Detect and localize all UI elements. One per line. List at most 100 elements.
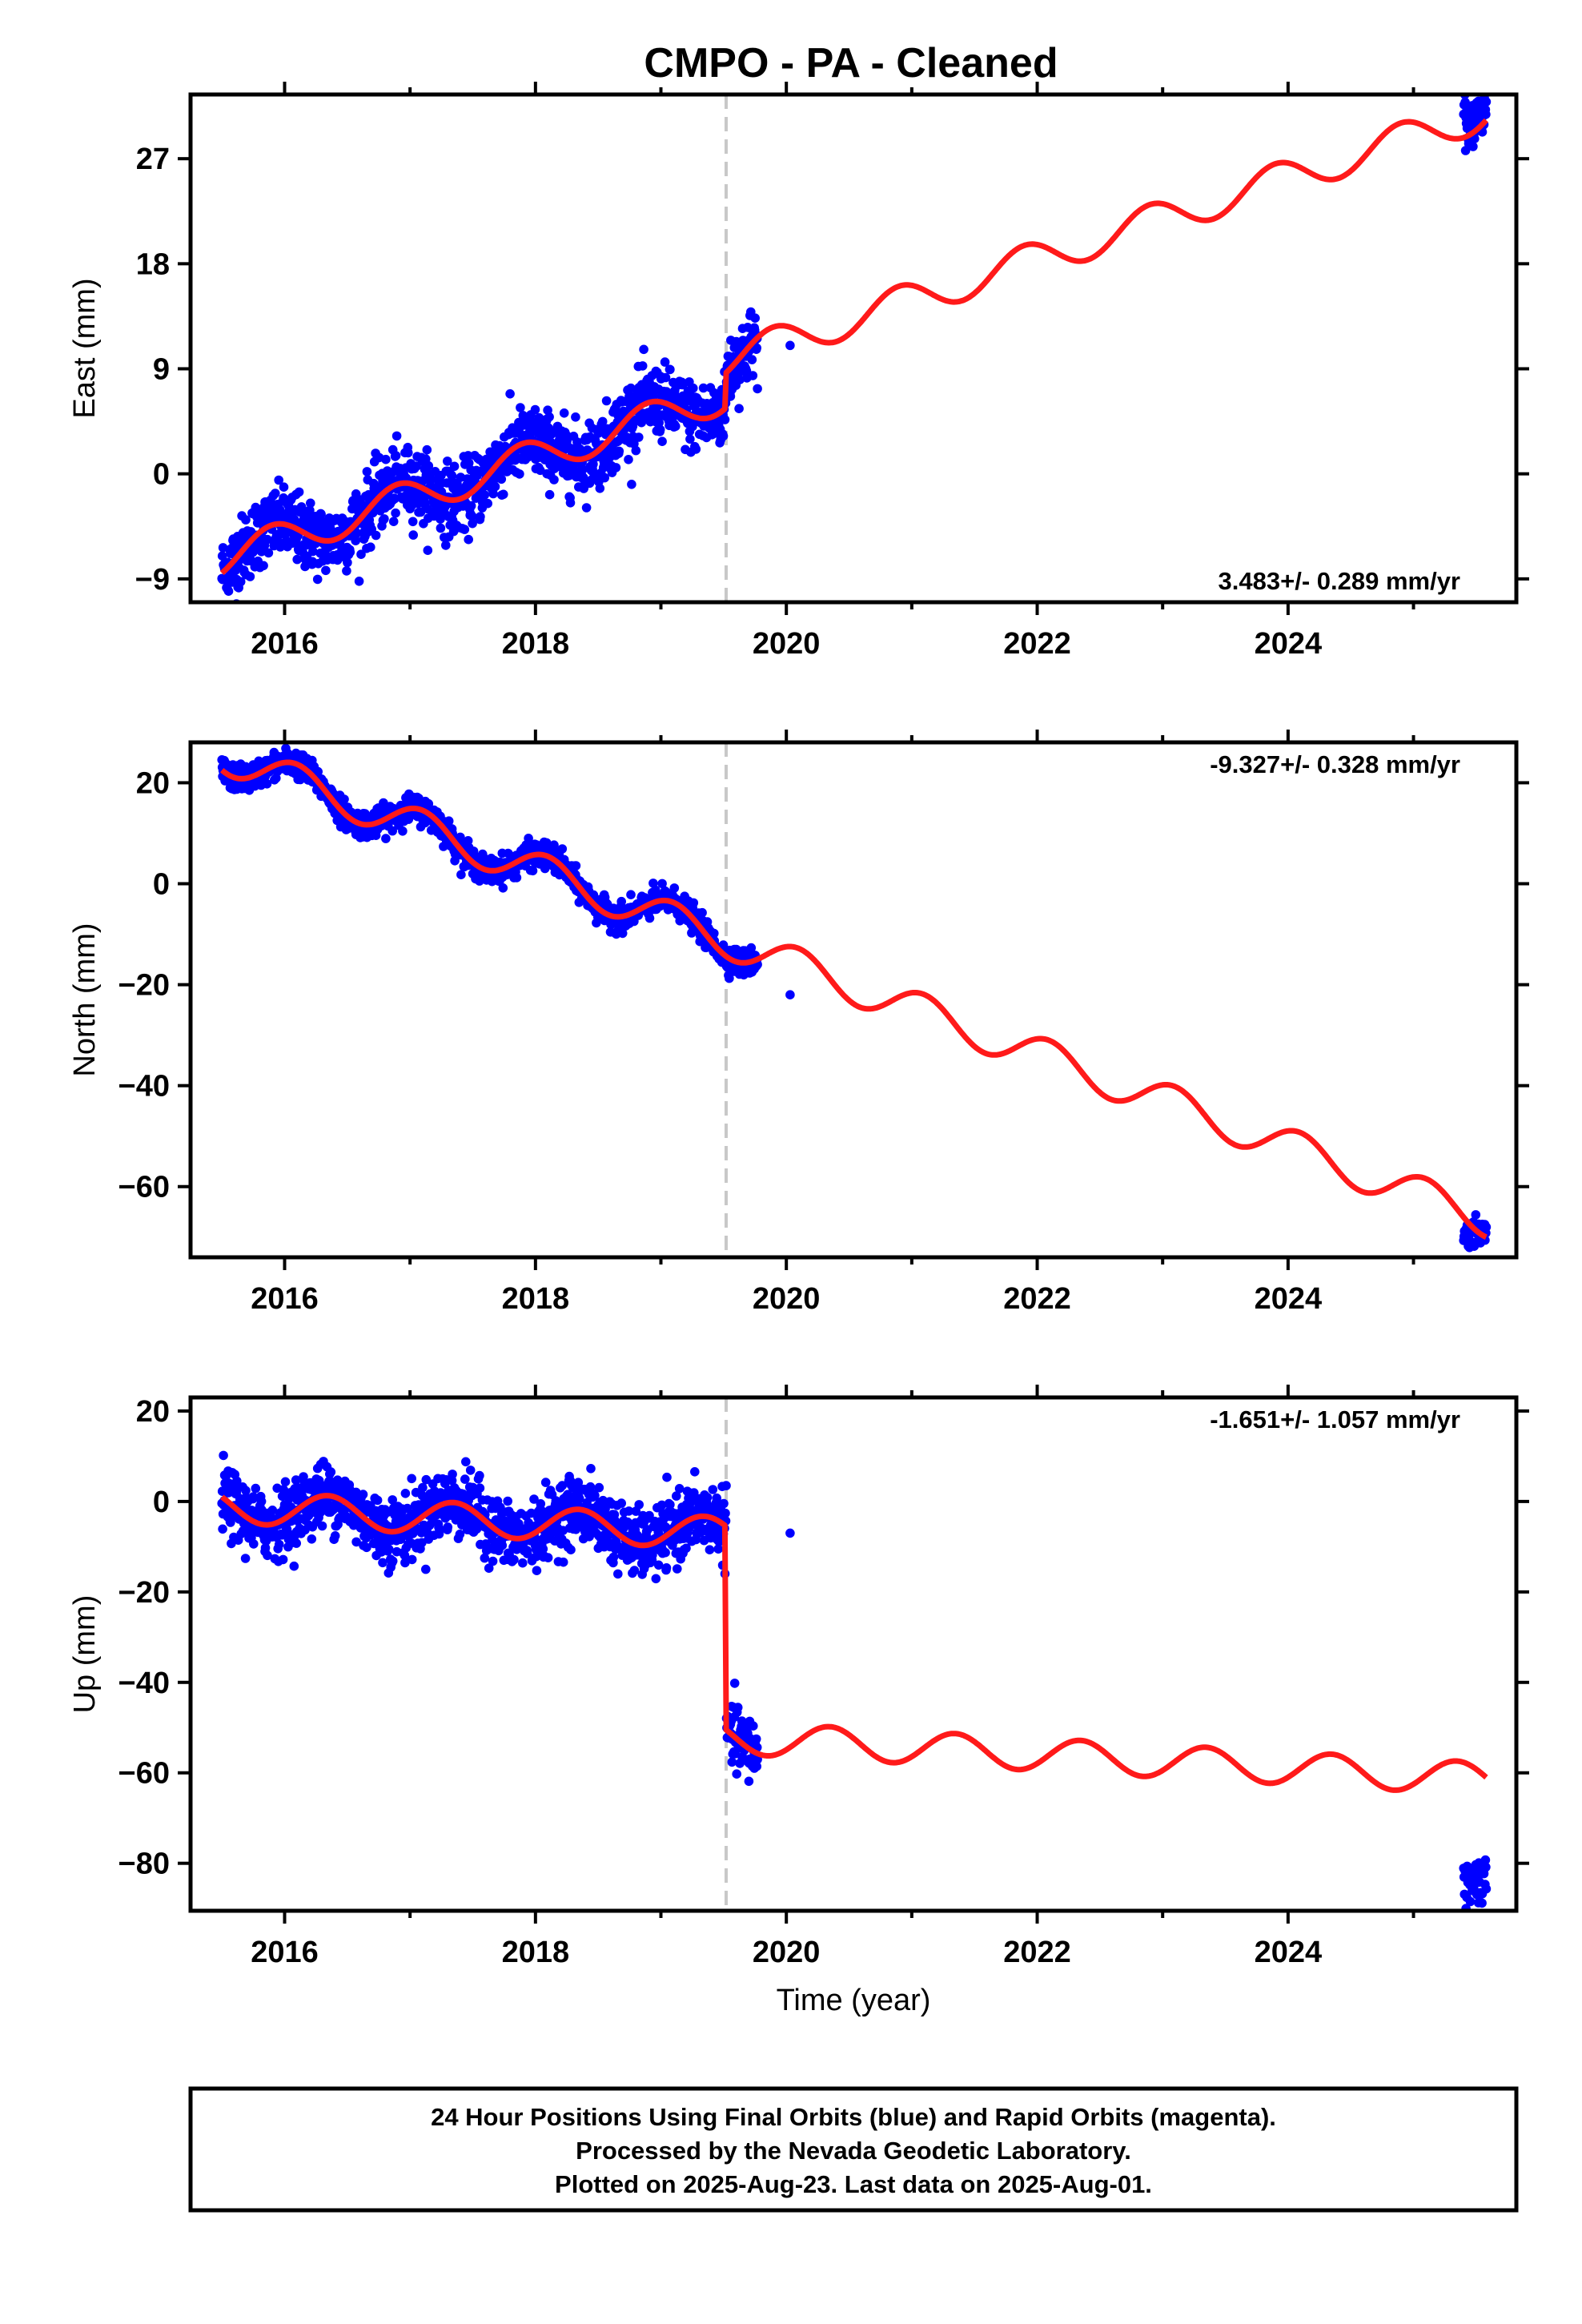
data-point <box>362 1542 371 1553</box>
data-point <box>626 383 636 393</box>
data-point <box>616 1498 626 1508</box>
plot-frame <box>188 1395 1519 1913</box>
data-point <box>594 1482 604 1493</box>
data-point <box>727 1757 737 1767</box>
footer-line-3: Plotted on 2025-Aug-23. Last data on 202… <box>555 2170 1152 2198</box>
data-point <box>750 313 760 324</box>
y-tick-label: −60 <box>118 1757 170 1791</box>
data-point <box>400 1489 411 1498</box>
data-point <box>571 861 581 870</box>
data-point <box>741 366 752 376</box>
x-tick-label: 2022 <box>1003 627 1071 661</box>
data-point <box>490 481 500 492</box>
data-point <box>418 1482 428 1493</box>
data-point <box>460 525 470 534</box>
data-point <box>634 1500 644 1510</box>
y-tick-label: 0 <box>153 458 170 492</box>
data-point <box>291 1475 301 1485</box>
x-tick-label: 2022 <box>1003 1936 1071 1969</box>
data-point <box>371 530 381 541</box>
data-point <box>424 798 434 809</box>
x-tick-label: 2020 <box>753 1936 821 1969</box>
data-point <box>721 1481 731 1490</box>
data-point <box>387 826 398 836</box>
data-point <box>747 355 757 364</box>
data-point <box>624 1506 634 1516</box>
data-point <box>689 1488 699 1498</box>
data-point <box>280 1477 291 1487</box>
data-point <box>734 404 744 413</box>
data-point <box>464 534 473 545</box>
data-point <box>488 1556 498 1566</box>
data-point <box>1471 1210 1481 1220</box>
data-point <box>689 898 699 908</box>
data-point <box>307 1534 317 1544</box>
data-point <box>391 431 402 441</box>
data-point <box>312 574 323 585</box>
data-point <box>351 528 362 538</box>
y-tick-label: 9 <box>153 353 170 387</box>
data-point <box>516 403 525 412</box>
y-tick-label: −9 <box>135 563 170 597</box>
data-point <box>744 1776 754 1787</box>
north-panel: 2016 2018 2020 2022 2024 −60 −40 −20 0 20 North (m… <box>68 730 1529 1316</box>
y-tick-label: −40 <box>118 1070 170 1104</box>
data-point <box>241 515 251 525</box>
data-point <box>544 412 554 422</box>
y-axis-label: Up (mm) <box>68 1595 102 1714</box>
data-point <box>267 1506 278 1515</box>
data-point <box>616 896 626 907</box>
data-point <box>559 408 569 418</box>
plot-frame <box>188 92 1519 605</box>
data-point <box>465 1466 476 1475</box>
data-point <box>1480 78 1490 87</box>
data-point <box>785 340 795 351</box>
data-point <box>748 371 758 380</box>
data-point <box>708 1485 718 1494</box>
data-point <box>543 1553 553 1562</box>
data-point <box>671 421 681 432</box>
data-point <box>305 505 315 515</box>
y-tick-label: 0 <box>153 868 170 902</box>
data-point <box>505 389 515 399</box>
data-point <box>613 1569 623 1579</box>
data-point <box>611 463 621 472</box>
data-point <box>571 412 580 422</box>
data-point <box>218 1524 227 1534</box>
data-point <box>1465 1896 1476 1907</box>
data-point <box>530 404 540 415</box>
data-point <box>387 1495 398 1505</box>
data-point <box>721 1508 730 1518</box>
data-point <box>251 1483 261 1494</box>
data-point <box>421 1474 432 1485</box>
data-point <box>656 1500 667 1510</box>
velocity-annotation: -1.651+/- 1.057 mm/yr <box>1210 1405 1460 1433</box>
footer-line-1: 24 Hour Positions Using Final Orbits (bl… <box>431 2103 1276 2131</box>
data-point <box>586 1464 596 1474</box>
data-point <box>308 546 318 557</box>
data-point <box>674 1484 685 1494</box>
data-point <box>657 436 667 446</box>
data-point <box>483 498 492 509</box>
data-point <box>271 489 280 498</box>
x-tick-label: 2018 <box>502 1282 570 1316</box>
data-point <box>475 1470 484 1481</box>
data-point <box>503 1496 512 1506</box>
data-point <box>279 493 288 503</box>
data-point <box>1480 1855 1491 1865</box>
data-point <box>460 1474 470 1484</box>
data-point <box>424 460 434 471</box>
data-point <box>729 1679 740 1688</box>
data-point <box>378 1558 387 1568</box>
data-point <box>498 883 508 893</box>
data-point <box>499 489 508 500</box>
y-tick-label: 20 <box>136 1395 170 1429</box>
data-point <box>354 577 364 586</box>
data-point <box>466 501 476 511</box>
data-point <box>549 475 559 485</box>
data-point <box>1468 142 1478 151</box>
data-point <box>529 1494 539 1504</box>
y-tick-label: −20 <box>118 969 170 1003</box>
data-point <box>639 344 648 355</box>
data-point <box>274 475 284 485</box>
